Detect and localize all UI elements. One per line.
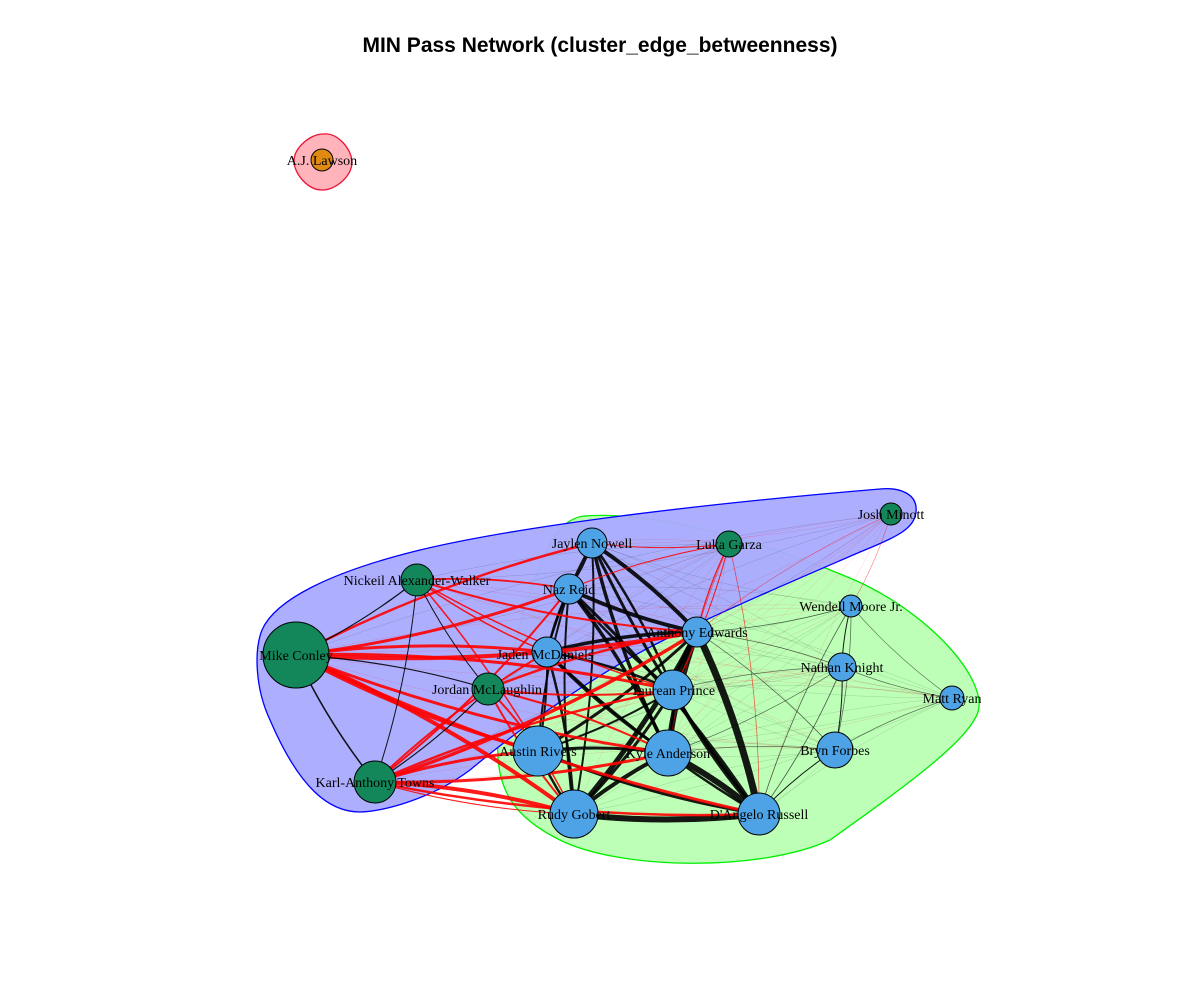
node-taurean[interactable]	[652, 669, 694, 711]
edge-josh-jaylen	[591, 513, 892, 544]
edge-matt-rudy	[573, 697, 953, 815]
edge-josh-austin	[537, 513, 892, 752]
edge-nathan-jaylen	[591, 542, 843, 668]
node-label-nickeil: Nickeil Alexander-Walker	[344, 574, 491, 589]
edge-jaden-dangelo	[546, 651, 760, 816]
node-jaylen[interactable]	[576, 527, 608, 559]
edge-josh-nickeil	[416, 513, 892, 581]
edge-mike-kyle	[295, 653, 669, 755]
edge-nathan-anthony	[696, 631, 843, 668]
node-label-austin: Austin Rivers	[499, 745, 576, 760]
node-naz[interactable]	[553, 573, 585, 605]
edge-nickeil-kat	[374, 579, 418, 783]
edge-luka-nickeil	[416, 543, 730, 581]
node-aj[interactable]	[310, 148, 334, 172]
nodes	[262, 148, 965, 839]
edge-jaylen-rudy	[573, 542, 595, 815]
edge-wendell-dangelo	[758, 605, 852, 815]
node-label-naz: Naz Reid	[543, 583, 595, 598]
node-luka[interactable]	[715, 530, 743, 558]
node-label-mike: Mike Conley	[259, 649, 333, 664]
edge-kat-anthony	[374, 630, 698, 784]
node-label-matt: Matt Ryan	[923, 692, 982, 707]
edge-wendell-jaylen	[591, 542, 852, 607]
node-rudy[interactable]	[549, 789, 599, 839]
node-jordan[interactable]	[471, 672, 505, 706]
edge-bryn-taurean	[672, 689, 836, 751]
edge-jaden-anthony	[546, 630, 698, 654]
node-label-josh: Josh Minott	[858, 508, 925, 523]
node-label-anthony: Anthony Edwards	[646, 626, 748, 641]
page-title: MIN Pass Network (cluster_edge_betweenne…	[362, 34, 838, 57]
edge-josh-anthony	[696, 513, 892, 633]
node-label-jordan: Jordan McLaughlin	[432, 683, 542, 698]
edge-matt-wendell	[850, 605, 953, 699]
node-nickeil[interactable]	[400, 563, 434, 597]
edge-matt-nickeil	[416, 579, 953, 699]
edge-matt-jaylen	[591, 542, 953, 699]
edge-kat-kyle	[374, 751, 669, 784]
edge-wendell-anthony	[696, 605, 852, 633]
node-kyle[interactable]	[644, 729, 692, 777]
edge-matt-austin	[537, 697, 953, 752]
node-jaden[interactable]	[531, 636, 563, 668]
edge-luka-jaden	[546, 543, 730, 653]
edge-anthony-dangelo	[693, 630, 763, 815]
node-label-wendell: Wendell Moore Jr.	[799, 600, 902, 615]
edge-rudy-kat	[374, 781, 575, 815]
edge-matt-anthony	[696, 631, 953, 699]
node-label-bryn: Bryn Forbes	[800, 744, 870, 759]
node-nathan[interactable]	[827, 652, 857, 682]
edge-bryn-anthony	[696, 631, 836, 751]
edge-josh-taurean	[672, 513, 892, 691]
edge-josh-anthony	[696, 513, 892, 633]
node-anthony[interactable]	[681, 616, 713, 648]
edge-jordan-taurean	[487, 688, 674, 697]
node-label-taurean: Taurean Prince	[631, 684, 715, 699]
node-matt[interactable]	[939, 685, 965, 711]
node-label-dangelo: D'Angelo Russell	[710, 808, 809, 823]
edge-luka-rudy	[573, 543, 730, 815]
cluster-hulls	[256, 133, 980, 864]
edge-josh-kyle	[667, 513, 892, 754]
edge-luka-naz	[568, 543, 730, 590]
edge-nathan-mike	[295, 654, 843, 679]
node-kat[interactable]	[353, 760, 397, 804]
node-wendell[interactable]	[839, 594, 863, 618]
edge-mike-taurean	[295, 652, 674, 692]
edge-matt-naz	[568, 588, 953, 699]
edge-nickeil-anthony	[416, 579, 698, 633]
edge-josh-jaden	[546, 513, 892, 653]
node-label-kat: Karl-Anthony Towns	[316, 776, 435, 791]
node-josh[interactable]	[879, 502, 903, 526]
edge-luka-naz	[568, 543, 730, 590]
node-label-luka: Luka Garza	[696, 538, 762, 553]
node-mike[interactable]	[262, 621, 330, 689]
edge-luka-dangelo	[728, 543, 760, 815]
edge-matt-taurean	[672, 684, 953, 699]
node-label-jaylen: Jaylen Nowell	[552, 537, 633, 552]
node-label-rudy: Rudy Gobert	[538, 808, 611, 823]
edge-bryn-naz	[568, 588, 836, 751]
node-bryn[interactable]	[816, 731, 854, 769]
edge-nickeil-jaden	[416, 579, 548, 653]
edge-wendell-rudy	[573, 605, 852, 815]
edge-nickeil-naz	[416, 577, 570, 590]
node-labels: A.J. Lawson Josh Minott Jaylen Nowell Luka …	[259, 154, 981, 823]
node-label-nathan: Nathan Knight	[801, 661, 884, 676]
edge-bryn-kat	[374, 747, 836, 783]
node-label-aj: A.J. Lawson	[287, 154, 357, 169]
node-label-kyle: Kyle Anderson	[626, 747, 710, 762]
edge-jordan-anthony	[487, 630, 698, 691]
node-austin[interactable]	[512, 725, 564, 777]
edge-josh-mike	[295, 513, 892, 656]
node-dangelo[interactable]	[737, 792, 781, 836]
edge-wendell-mike	[295, 604, 852, 656]
node-label-jaden: Jaden McDaniels	[497, 648, 594, 663]
